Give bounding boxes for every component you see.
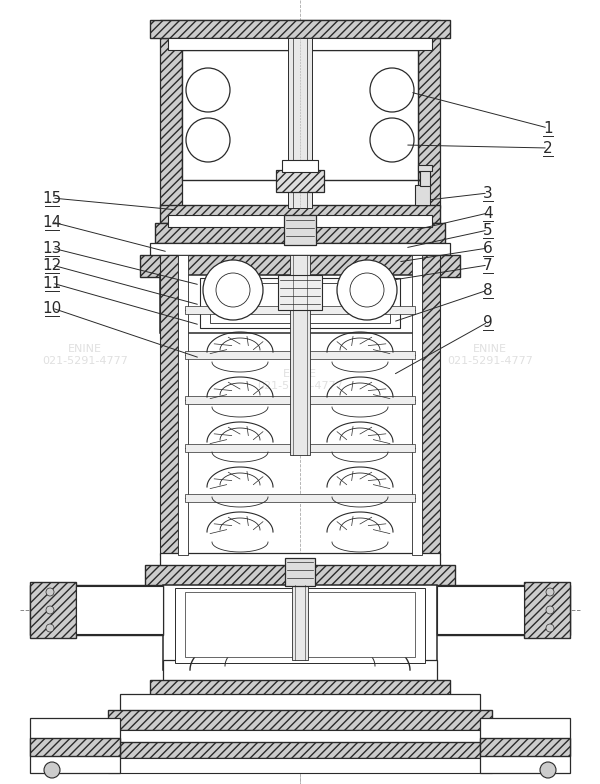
Bar [185,306,415,314]
Bar [150,680,450,696]
Text: 3: 3 [483,186,493,201]
Circle shape [216,273,250,307]
Bar [282,160,318,172]
Circle shape [46,588,54,596]
Bar [145,565,455,587]
Bar [422,255,440,555]
Text: 7: 7 [483,257,493,273]
Bar [292,585,308,660]
Bar [415,185,430,205]
Bar [168,215,432,227]
Text: 13: 13 [43,241,62,256]
Bar [418,38,440,208]
Bar [420,170,430,186]
Circle shape [337,260,397,320]
Bar [437,585,570,635]
Circle shape [546,624,554,632]
Circle shape [44,762,60,778]
Bar [290,255,310,455]
Bar [284,215,316,245]
Bar [155,223,445,243]
Circle shape [370,68,414,112]
Bar [185,351,415,359]
Circle shape [370,118,414,162]
Text: 15: 15 [43,191,62,205]
Text: 4: 4 [483,205,493,220]
Bar [108,730,492,744]
Bar [108,758,492,773]
Text: 6: 6 [483,241,493,256]
Bar [185,592,415,657]
Bar [418,165,432,171]
Bar [108,710,492,730]
Text: 14: 14 [43,215,62,230]
Text: 12: 12 [43,257,62,273]
Bar [185,396,415,404]
Text: 11: 11 [43,275,62,291]
Bar [30,585,163,635]
Text: 2: 2 [543,140,553,155]
Bar [30,582,76,638]
Bar [285,558,315,586]
Bar [160,38,182,208]
Bar [163,585,437,670]
Bar [412,255,422,555]
Circle shape [203,260,263,320]
Bar [200,278,400,328]
Text: ENINE
021-5291-4777: ENINE 021-5291-4777 [447,344,533,366]
Bar [175,588,425,663]
Bar [120,694,480,712]
Bar [210,283,390,323]
Bar [160,20,440,38]
Bar [185,494,415,502]
Circle shape [540,762,556,778]
Bar [150,20,450,38]
Bar [140,255,460,277]
Bar [437,586,524,634]
Bar [30,738,120,756]
Bar [160,553,440,567]
Bar [480,738,570,756]
Text: 9: 9 [483,314,493,329]
Circle shape [546,606,554,614]
Circle shape [186,118,230,162]
Bar [288,38,312,208]
Bar [480,718,570,773]
Circle shape [46,606,54,614]
Bar [524,582,570,638]
Bar [30,718,120,773]
Text: 8: 8 [483,282,493,297]
Bar [182,50,418,180]
Text: 1: 1 [543,121,553,136]
Bar [276,170,324,192]
Circle shape [46,624,54,632]
Bar [168,38,432,50]
Bar [160,255,178,555]
Circle shape [546,588,554,596]
Circle shape [186,68,230,112]
Bar [160,275,440,333]
Circle shape [350,273,384,307]
Bar [160,205,440,223]
Bar [108,742,492,758]
Text: 10: 10 [43,300,62,315]
Bar [150,243,450,258]
Text: 5: 5 [483,223,493,238]
Bar [178,255,188,555]
Bar [163,660,437,682]
Text: ENINE
021-5291-4777: ENINE 021-5291-4777 [42,344,128,366]
Bar [278,275,322,310]
Bar [185,444,415,452]
Bar [76,586,163,634]
Text: ENINE
021-5291-4777: ENINE 021-5291-4777 [257,369,343,390]
